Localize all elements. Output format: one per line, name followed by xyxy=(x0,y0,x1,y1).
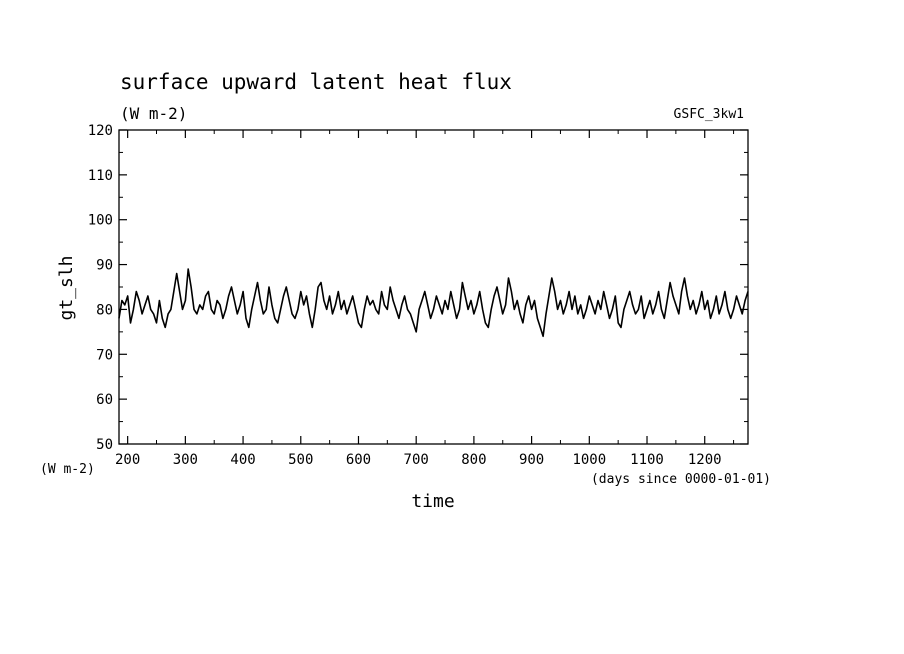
x-tick-label: 300 xyxy=(173,452,198,468)
x-tick-label: 1200 xyxy=(688,452,722,468)
x-tick-label: 700 xyxy=(404,452,429,468)
y-tick-label: 110 xyxy=(88,168,113,184)
y-axis-label: gt_slh xyxy=(56,255,77,320)
x-tick-label: 200 xyxy=(115,452,140,468)
x-tick-label: 500 xyxy=(288,452,313,468)
x-tick-label: 1000 xyxy=(572,452,606,468)
y-tick-label: 100 xyxy=(88,213,113,229)
chart-subtitle-units: (W m-2) xyxy=(120,104,187,123)
y-tick-label: 70 xyxy=(96,347,113,363)
plot-frame xyxy=(118,129,749,445)
x-axis-units: (days since 0000-01-01) xyxy=(591,472,771,487)
x-tick-label: 800 xyxy=(461,452,486,468)
x-tick-label: 400 xyxy=(230,452,255,468)
x-tick-label: 900 xyxy=(519,452,544,468)
x-tick-label: 1100 xyxy=(630,452,664,468)
plot-area xyxy=(118,129,749,445)
dataset-label: GSFC_3kw1 xyxy=(674,107,744,122)
y-tick-label: 80 xyxy=(96,302,113,318)
y-tick-label: 120 xyxy=(88,123,113,139)
series-line-0 xyxy=(118,268,749,338)
chart-title: surface upward latent heat flux xyxy=(120,70,512,94)
axis-ticks: 200 300 400 500 600 700 800 900 1000 1100 1200 50 60… xyxy=(88,123,748,468)
y-tick-label: 60 xyxy=(96,392,113,408)
x-tick-label: 600 xyxy=(346,452,371,468)
y-tick-label: 90 xyxy=(96,258,113,274)
y-axis-units: (W m-2) xyxy=(40,462,95,477)
x-axis-label: time xyxy=(411,491,454,512)
y-tick-label: 50 xyxy=(96,437,113,453)
